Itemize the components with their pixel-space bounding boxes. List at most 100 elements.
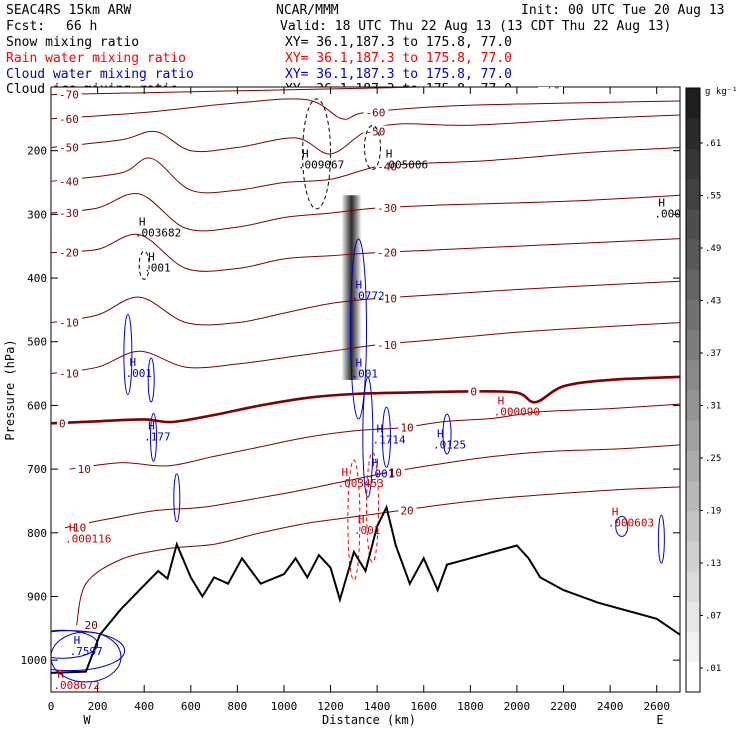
y-tick-label: 500 bbox=[27, 336, 47, 349]
temp-label-bg bbox=[398, 421, 417, 434]
maximum-marker: H bbox=[358, 513, 365, 526]
temp-contour-label: 10 bbox=[400, 422, 413, 435]
y-tick-label: 600 bbox=[27, 399, 47, 412]
temp-contour-line bbox=[69, 403, 680, 470]
maximum-value-label: .0772 bbox=[352, 290, 385, 303]
mixing-ratio-contour bbox=[350, 238, 368, 420]
mixing-ratio-contour bbox=[51, 629, 99, 659]
temp-contour-line bbox=[51, 280, 680, 326]
maximum-value-label: .005006 bbox=[382, 159, 428, 172]
colorbar-swatch bbox=[686, 239, 700, 270]
legend-row-rain-xy: XY= 36.1,187.3 to 175.8, 77.0 bbox=[285, 51, 512, 66]
temp-label-bg bbox=[363, 125, 389, 138]
temp-contour-line bbox=[51, 114, 680, 155]
maximum-marker: H bbox=[386, 148, 393, 161]
temp-contour-line bbox=[51, 87, 447, 96]
field-maxima-labels: H.009067H.005006H.003682H.001H.0002H.077… bbox=[53, 148, 687, 692]
temp-contour-line bbox=[51, 322, 680, 375]
maximum-value-label: .1714 bbox=[372, 434, 405, 447]
temp-contour-label: -40 bbox=[59, 175, 79, 188]
maximum-marker: H bbox=[302, 148, 309, 161]
center-name: NCAR/MMM bbox=[276, 3, 339, 18]
colorbar-swatch bbox=[686, 148, 700, 180]
colorbar-swatch bbox=[686, 118, 700, 149]
colorbar-tick-label: .37 bbox=[705, 349, 721, 359]
mixing-ratio-contour bbox=[363, 125, 381, 170]
x-tick-label: 600 bbox=[181, 700, 201, 713]
temp-contour-label: -70 bbox=[59, 89, 79, 102]
temp-label-bg bbox=[375, 292, 401, 305]
plot-area: -70 -70 -60 -60 -50 -50 -40 -40 -30 -30 -20 -20 -10 -… bbox=[51, 78, 687, 692]
maximum-value-label: .000603 bbox=[608, 516, 654, 529]
temp-contour-label: -10 bbox=[59, 317, 79, 330]
colorbar-swatch bbox=[686, 178, 700, 210]
maximum-value-label: .0002 bbox=[654, 208, 687, 221]
legend-row-cloud-xy: XY= 36.1,187.3 to 175.8, 77.0 bbox=[285, 67, 512, 82]
temp-label-bg bbox=[75, 463, 94, 476]
maximum-value-label: .001 bbox=[368, 467, 395, 480]
temp-contour-label: -30 bbox=[377, 202, 397, 215]
temp-label-bg bbox=[57, 141, 82, 154]
x-axis: 0 200 400 600 800 1000 1200 1400 1600 1800 2000 220… bbox=[48, 87, 670, 713]
maximum-value-label: .001 bbox=[352, 367, 379, 380]
temp-contour-label: -30 bbox=[59, 207, 79, 220]
terrain-line bbox=[51, 504, 680, 674]
temp-contour-line bbox=[51, 98, 680, 120]
y-tick-label: 900 bbox=[27, 590, 47, 603]
mixing-ratio-contour bbox=[123, 313, 133, 395]
temp-label-bg bbox=[82, 619, 101, 632]
x-tick-label: 1800 bbox=[457, 700, 484, 713]
maximum-value-label: .0125 bbox=[433, 439, 466, 452]
temp-label-bg bbox=[57, 417, 68, 430]
maximum-value-label: .7597 bbox=[70, 645, 103, 658]
temp-contour-line bbox=[76, 486, 680, 626]
valid-time: Valid: 18 UTC Thu 22 Aug 13 (13 CDT Thu … bbox=[280, 19, 671, 34]
colorbar-swatch bbox=[686, 208, 700, 240]
mixing-ratio-contour bbox=[347, 459, 361, 581]
temp-label-bg bbox=[375, 160, 401, 173]
maximum-value-label: .001 bbox=[144, 262, 171, 275]
maximum-value-label: .177 bbox=[144, 430, 171, 443]
temp-contour-label: 10 bbox=[78, 463, 91, 476]
x-axis-west-label: W bbox=[83, 713, 91, 727]
temp-label-bg bbox=[57, 88, 82, 101]
maximum-marker: H bbox=[74, 634, 81, 647]
colorbar-swatch bbox=[686, 631, 700, 663]
x-tick-label: 2200 bbox=[550, 700, 577, 713]
colorbar-tick-label: .07 bbox=[705, 612, 721, 622]
maximum-value-label: .003453 bbox=[338, 477, 384, 490]
maximum-value-label: .001 bbox=[126, 367, 153, 380]
maximum-value-label: .008672 bbox=[53, 679, 99, 692]
temp-contour-label: 10 bbox=[73, 522, 86, 535]
temp-contour-line bbox=[51, 375, 680, 425]
maximum-marker: H bbox=[437, 428, 444, 441]
colorbar: .01 .07 .13 .19 .25 .31 .37 .43 .49 .55 .61 bbox=[685, 87, 721, 693]
colorbar-swatch bbox=[686, 420, 700, 451]
y-tick-label: 200 bbox=[27, 145, 47, 158]
mixing-ratio-contour bbox=[657, 514, 665, 564]
mixing-ratio-contour bbox=[147, 357, 155, 403]
colorbar-swatch bbox=[686, 450, 700, 482]
temp-contour-label: -10 bbox=[377, 339, 397, 352]
y-tick-label: 700 bbox=[27, 463, 47, 476]
colorbar-tick-label: .01 bbox=[705, 664, 721, 674]
colorbar-swatch bbox=[686, 390, 700, 421]
x-tick-label: 400 bbox=[134, 700, 154, 713]
mixing-ratio-contour bbox=[442, 413, 452, 455]
fcst-value: 66 h bbox=[66, 19, 97, 34]
temp-contour-label: 10 bbox=[389, 466, 402, 479]
maximum-marker: H bbox=[148, 419, 155, 432]
colorbar-frame bbox=[685, 87, 701, 693]
temp-contour-label: -70 bbox=[540, 78, 560, 91]
temp-contour-line bbox=[51, 147, 680, 194]
temp-label-bg bbox=[386, 466, 405, 479]
maximum-marker: H bbox=[376, 423, 383, 436]
maximum-marker: H bbox=[658, 197, 665, 210]
legend-row-snow: Snow mixing ratio bbox=[6, 35, 139, 50]
mixing-ratio-contour bbox=[362, 376, 374, 498]
temp-label-bg bbox=[70, 521, 89, 534]
temp-contour-label: 20 bbox=[400, 505, 413, 518]
colorbar-tick-label: .19 bbox=[705, 507, 721, 517]
